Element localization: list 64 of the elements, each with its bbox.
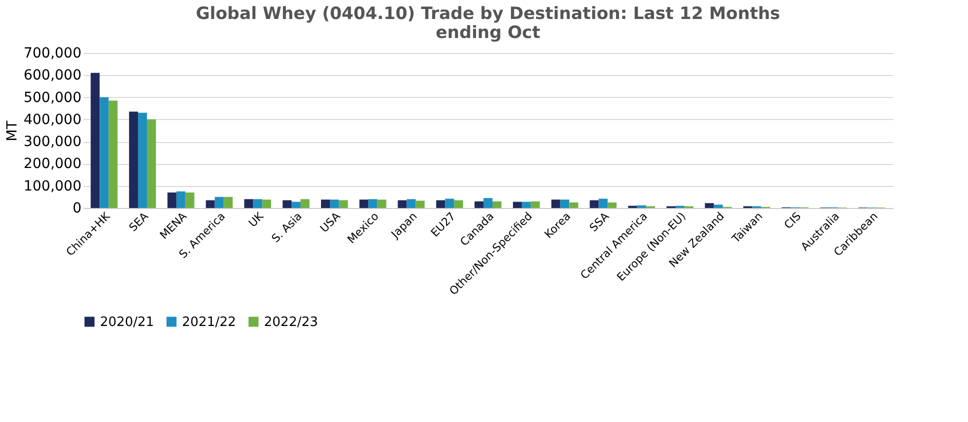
bar <box>445 198 454 208</box>
bar <box>300 199 310 208</box>
bar <box>569 202 578 208</box>
bar <box>522 202 531 208</box>
y-tick-label: 500,000 <box>24 90 82 106</box>
bar <box>714 204 723 208</box>
bar <box>474 201 484 208</box>
bar <box>108 100 118 208</box>
y-tick-label: 400,000 <box>24 112 82 128</box>
bar <box>704 203 714 208</box>
x-tick-label: SEA <box>126 209 152 234</box>
bar <box>138 112 147 208</box>
legend-label: 2021/22 <box>182 314 236 330</box>
bar <box>244 199 254 208</box>
bar <box>292 202 301 208</box>
bar <box>100 97 109 208</box>
bar <box>224 196 233 208</box>
x-tick-label: USA <box>318 209 344 236</box>
bar <box>321 200 330 208</box>
x-tick-label: SSA <box>587 209 612 234</box>
bar <box>214 196 224 208</box>
bar <box>338 200 348 208</box>
bar <box>176 191 186 208</box>
bar <box>206 200 215 208</box>
bar <box>368 199 378 208</box>
bar <box>530 201 540 208</box>
bar <box>608 202 617 208</box>
bar <box>560 200 570 208</box>
bar <box>377 200 386 208</box>
y-tick-label: 600,000 <box>24 68 82 84</box>
bar <box>436 200 446 208</box>
bar <box>185 192 194 208</box>
y-tick-label: 700,000 <box>24 46 82 62</box>
bar <box>598 198 608 208</box>
bar <box>129 112 138 208</box>
bar <box>359 200 368 208</box>
x-tick-label: UK <box>246 209 267 230</box>
bar <box>416 200 425 208</box>
y-tick-label: 100,000 <box>24 178 82 194</box>
bar <box>398 200 407 208</box>
bar <box>484 198 492 208</box>
bar <box>90 72 100 208</box>
bar <box>551 200 560 208</box>
legend-label: 2022/23 <box>264 314 318 330</box>
bar <box>492 201 502 208</box>
bar <box>590 200 599 208</box>
bar <box>167 192 176 208</box>
y-axis-title: MT <box>4 120 21 142</box>
y-tick-label: 300,000 <box>24 134 82 150</box>
bar <box>637 205 646 208</box>
bar <box>282 200 292 208</box>
bar <box>146 119 156 208</box>
text: ending Oct <box>436 23 540 43</box>
bar <box>262 200 272 208</box>
bar <box>253 199 262 208</box>
y-tick-label: 200,000 <box>24 156 82 172</box>
bar <box>454 200 464 208</box>
bar <box>330 200 339 208</box>
bar <box>406 199 416 208</box>
legend-label: 2020/21 <box>100 314 154 330</box>
y-tick-label: 0 <box>72 200 82 216</box>
bar <box>512 202 522 208</box>
x-tick-label: CIS <box>782 210 804 232</box>
text: Global Whey (0404.10) Trade by Destination: Last 12 Months <box>196 4 780 24</box>
